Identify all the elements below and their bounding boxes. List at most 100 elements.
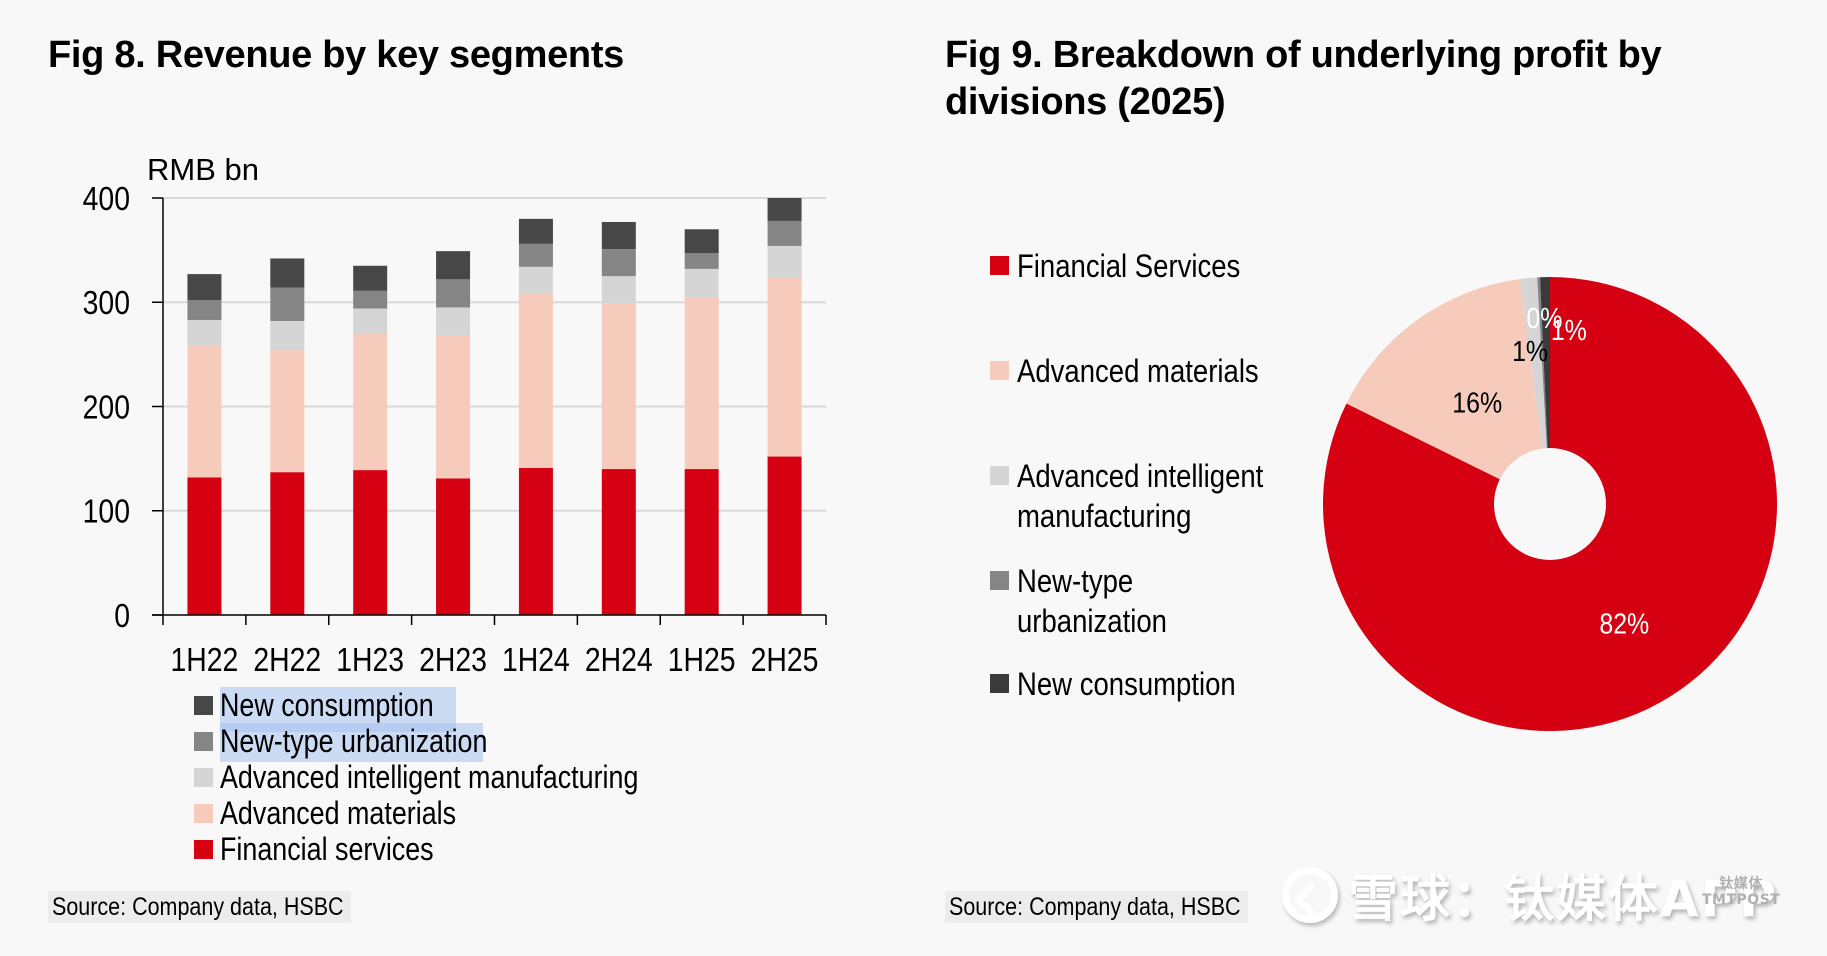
donut-labels: 82% 16% 1%0%1% bbox=[1452, 302, 1649, 640]
bar-segment bbox=[353, 308, 388, 334]
bar-segment bbox=[270, 287, 305, 322]
bar-segment bbox=[353, 265, 388, 291]
legend-swatch bbox=[990, 361, 1009, 380]
bar-segment bbox=[270, 321, 305, 351]
watermark-text: 雪球：钛媒体APP bbox=[1348, 870, 1778, 928]
y-axis-ticks: 0 100 200 300 400 bbox=[83, 180, 163, 635]
bar-stack-2H22 bbox=[270, 258, 305, 615]
legend-label: Financial Services bbox=[1017, 248, 1241, 284]
bar-segment bbox=[436, 251, 471, 280]
donut-slice-label: 0% bbox=[1526, 302, 1562, 334]
bar-segment bbox=[684, 268, 719, 298]
bar-segment bbox=[436, 335, 471, 479]
bar-segment bbox=[767, 277, 802, 457]
bar-segment bbox=[684, 229, 719, 254]
donut-slice-label: 16% bbox=[1452, 387, 1502, 419]
left-source-text: Source: Company data, HSBC bbox=[52, 893, 344, 921]
text-selection-highlight bbox=[220, 723, 483, 762]
legend-item: Advanced materials bbox=[194, 795, 718, 831]
bar-segment bbox=[601, 469, 636, 615]
bar-stack-1H24 bbox=[518, 218, 553, 615]
legend-label: Advanced intelligent manufacturing bbox=[1017, 458, 1264, 534]
legend-label: Financial services bbox=[220, 831, 434, 867]
donut-slice bbox=[1540, 277, 1550, 504]
donut-slices bbox=[1323, 277, 1778, 731]
legend-label: New-type urbanization bbox=[220, 723, 488, 759]
bar-segment bbox=[436, 279, 471, 308]
bar-chart-legend: New consumption New-type urbanization Adva… bbox=[194, 687, 718, 867]
bar-segment bbox=[767, 198, 802, 221]
x-tick-label: 1H23 bbox=[336, 641, 404, 679]
donut-slice bbox=[1346, 278, 1550, 504]
bar-segment bbox=[684, 253, 719, 269]
legend-label: New-type urbanization bbox=[1017, 563, 1167, 639]
legend-label: Advanced materials bbox=[1017, 353, 1259, 389]
left-source-note: Source: Company data, HSBC bbox=[48, 891, 351, 923]
bar-segment bbox=[353, 290, 388, 309]
legend-item: New consumption bbox=[194, 687, 718, 723]
x-tick-label: 1H25 bbox=[668, 641, 736, 679]
bar-stack-2H23 bbox=[436, 251, 471, 615]
y-tick-label: 0 bbox=[114, 597, 130, 635]
legend-item: New consumption bbox=[990, 664, 1277, 704]
right-source-note: Source: Company data, HSBC bbox=[945, 891, 1248, 923]
y-tick-label: 300 bbox=[83, 284, 130, 322]
legend-item: Advanced intelligent manufacturing bbox=[194, 759, 718, 795]
bar-stack-1H23 bbox=[353, 265, 388, 615]
legend-label: Advanced intelligent manufacturing bbox=[220, 759, 639, 795]
bar-segment bbox=[187, 274, 222, 301]
bar-segment bbox=[187, 300, 222, 320]
bar-segment bbox=[518, 243, 553, 267]
bar-segment bbox=[187, 319, 222, 345]
xueqiu-snowball-logo-icon bbox=[1282, 867, 1338, 923]
bar-segment bbox=[270, 258, 305, 288]
x-axis-ticks: 1H22 2H22 1H23 2H23 1H24 2H24 1H25 2H25 bbox=[162, 615, 827, 679]
bar-stack-1H25 bbox=[684, 229, 719, 615]
bar-stack-2H24 bbox=[601, 221, 636, 615]
watermark: 雪球：钛媒体APP 钛媒体 TMTPOST bbox=[1282, 862, 1780, 928]
donut-slice-label: 82% bbox=[1599, 608, 1649, 640]
legend-item: New-type urbanization bbox=[194, 723, 718, 759]
legend-label: New consumption bbox=[1017, 666, 1236, 702]
left-figure-title-text: Fig 8. Revenue by key segments bbox=[48, 34, 625, 76]
bar-segment bbox=[767, 245, 802, 278]
donut-slice-label: 1% bbox=[1551, 314, 1587, 346]
y-axis-unit-label: RMB bn bbox=[147, 152, 259, 187]
tmtpost-badge-en: TMTPOST bbox=[1702, 892, 1781, 908]
bars bbox=[187, 198, 802, 615]
legend-swatch bbox=[194, 695, 213, 715]
tmtpost-badge-cn: 钛媒体 bbox=[1719, 876, 1763, 892]
x-tick-label: 2H24 bbox=[585, 641, 653, 679]
right-figure-title: Fig 9. Breakdown of underlying profit by… bbox=[945, 32, 1745, 126]
legend-swatch bbox=[990, 674, 1009, 693]
bar-segment bbox=[767, 220, 802, 246]
bar-segment bbox=[187, 344, 222, 478]
x-tick-label: 1H24 bbox=[502, 641, 570, 679]
left-figure-title: Fig 8. Revenue by key segments bbox=[48, 32, 624, 79]
y-tick-label: 400 bbox=[83, 180, 130, 218]
legend-swatch bbox=[194, 767, 213, 787]
legend-swatch bbox=[194, 803, 213, 823]
x-tick-label: 2H23 bbox=[419, 641, 487, 679]
bar-segment bbox=[518, 266, 553, 294]
bar-segment bbox=[601, 276, 636, 304]
x-tick-label: 1H22 bbox=[171, 641, 239, 679]
legend-swatch bbox=[194, 839, 213, 859]
gridlines bbox=[163, 197, 826, 512]
legend-item: Financial services bbox=[194, 831, 718, 867]
bar-segment bbox=[684, 297, 719, 470]
x-tick-label: 2H25 bbox=[751, 641, 819, 679]
bar-segment bbox=[684, 469, 719, 615]
donut-slice-label: 1% bbox=[1512, 335, 1548, 367]
bar-segment bbox=[353, 333, 388, 471]
bar-segment bbox=[601, 249, 636, 277]
legend-swatch bbox=[990, 466, 1009, 485]
donut-slice bbox=[1323, 277, 1778, 731]
bar-segment bbox=[767, 456, 802, 615]
x-tick-label: 2H22 bbox=[253, 641, 321, 679]
legend-item: Financial Services bbox=[990, 246, 1277, 286]
donut-slice bbox=[1520, 277, 1550, 504]
legend-swatch bbox=[990, 256, 1009, 275]
tmtpost-badge: 钛媒体 TMTPOST bbox=[1702, 876, 1780, 908]
